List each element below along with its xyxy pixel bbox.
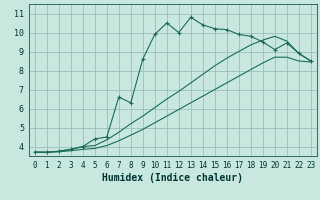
X-axis label: Humidex (Indice chaleur): Humidex (Indice chaleur)	[102, 173, 243, 183]
